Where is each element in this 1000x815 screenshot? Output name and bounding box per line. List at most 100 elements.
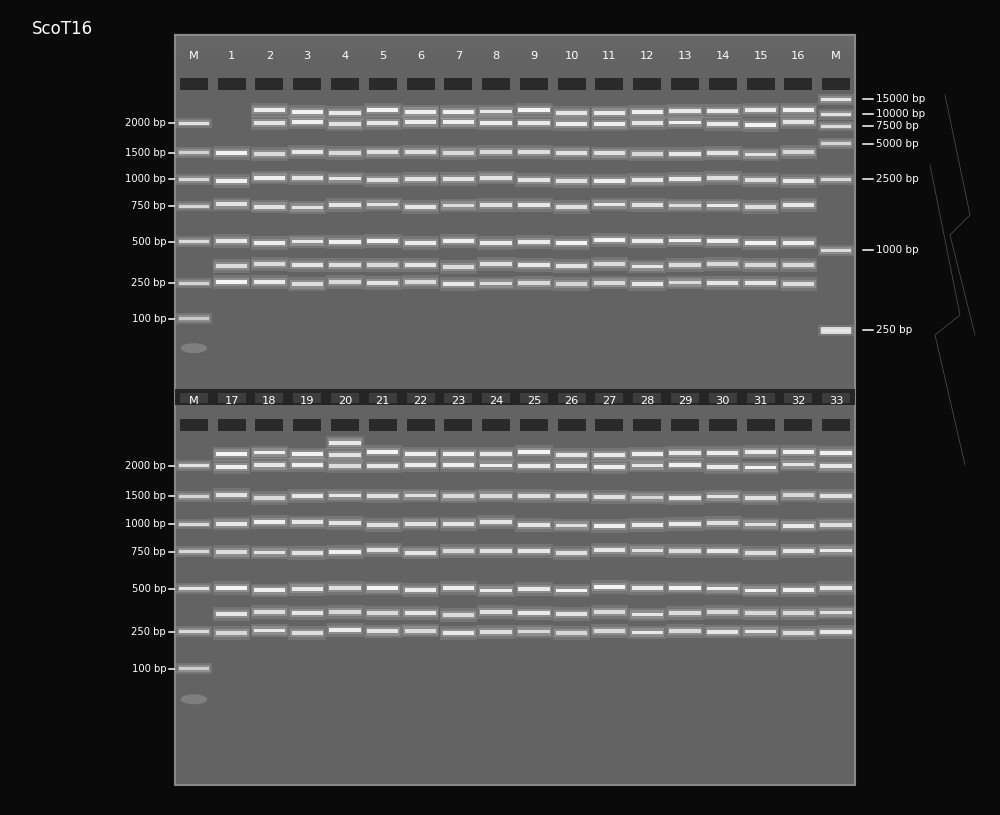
- Bar: [441, 547, 476, 555]
- Bar: [480, 610, 512, 614]
- Bar: [594, 548, 625, 552]
- Bar: [706, 463, 740, 471]
- Bar: [595, 419, 623, 431]
- Bar: [556, 241, 587, 245]
- Bar: [628, 147, 666, 161]
- Bar: [329, 610, 361, 615]
- Bar: [179, 240, 209, 243]
- Bar: [366, 461, 400, 470]
- Bar: [403, 118, 438, 126]
- Bar: [254, 280, 285, 284]
- Bar: [479, 518, 513, 526]
- Bar: [326, 545, 364, 559]
- Bar: [326, 448, 364, 461]
- Bar: [706, 449, 740, 457]
- Bar: [518, 121, 550, 126]
- Bar: [628, 491, 666, 504]
- Bar: [669, 121, 701, 125]
- Bar: [745, 611, 776, 615]
- Bar: [293, 394, 321, 403]
- Bar: [632, 239, 663, 243]
- Bar: [666, 458, 704, 472]
- Bar: [480, 464, 512, 467]
- Bar: [403, 627, 438, 635]
- Bar: [781, 239, 816, 247]
- Bar: [671, 419, 699, 431]
- Bar: [367, 281, 398, 284]
- Bar: [743, 239, 778, 248]
- Bar: [179, 550, 209, 553]
- Bar: [405, 263, 436, 267]
- Bar: [783, 240, 814, 244]
- Bar: [632, 586, 663, 590]
- Bar: [367, 450, 398, 454]
- Bar: [216, 631, 247, 635]
- Bar: [402, 258, 439, 271]
- Bar: [364, 459, 402, 473]
- Bar: [745, 465, 776, 469]
- Bar: [479, 450, 513, 458]
- Bar: [178, 665, 210, 672]
- Bar: [290, 584, 324, 593]
- Bar: [329, 494, 361, 497]
- Bar: [254, 464, 285, 467]
- Bar: [402, 105, 439, 118]
- Bar: [515, 459, 553, 473]
- Bar: [252, 239, 287, 248]
- Bar: [329, 263, 361, 267]
- Bar: [554, 586, 589, 595]
- Bar: [707, 549, 738, 553]
- Text: 7500 bp: 7500 bp: [876, 121, 919, 131]
- Bar: [592, 259, 627, 268]
- Bar: [214, 628, 249, 637]
- Bar: [669, 463, 701, 467]
- Bar: [554, 492, 589, 500]
- Bar: [331, 394, 359, 403]
- Bar: [213, 460, 250, 474]
- Bar: [591, 233, 628, 247]
- Bar: [632, 121, 663, 125]
- Bar: [179, 281, 209, 284]
- Bar: [480, 452, 512, 456]
- Bar: [707, 452, 738, 455]
- Bar: [364, 606, 402, 619]
- Bar: [175, 41, 855, 43]
- Bar: [402, 200, 439, 214]
- Bar: [556, 551, 587, 555]
- Bar: [517, 106, 551, 114]
- Bar: [179, 121, 209, 125]
- Bar: [405, 205, 436, 209]
- Bar: [518, 494, 550, 498]
- Bar: [781, 547, 816, 555]
- Bar: [594, 152, 625, 156]
- Bar: [403, 203, 438, 211]
- Bar: [326, 606, 364, 619]
- Bar: [704, 544, 742, 558]
- Bar: [367, 151, 398, 154]
- Bar: [553, 584, 590, 597]
- Bar: [556, 612, 587, 616]
- Bar: [326, 117, 364, 131]
- Bar: [477, 236, 515, 250]
- Bar: [176, 313, 212, 324]
- Bar: [783, 282, 814, 286]
- Bar: [216, 151, 247, 155]
- Bar: [518, 108, 550, 112]
- Bar: [366, 279, 400, 287]
- Bar: [818, 325, 854, 336]
- Bar: [288, 606, 326, 620]
- Bar: [328, 200, 362, 209]
- Bar: [178, 585, 210, 592]
- Bar: [630, 546, 664, 555]
- Bar: [443, 177, 474, 181]
- Bar: [407, 77, 435, 90]
- Bar: [591, 198, 628, 211]
- Bar: [175, 51, 855, 53]
- Bar: [251, 116, 288, 130]
- Bar: [216, 550, 247, 554]
- Bar: [254, 205, 285, 209]
- Bar: [668, 107, 702, 115]
- Bar: [595, 77, 623, 90]
- Bar: [176, 117, 212, 129]
- Bar: [175, 390, 855, 405]
